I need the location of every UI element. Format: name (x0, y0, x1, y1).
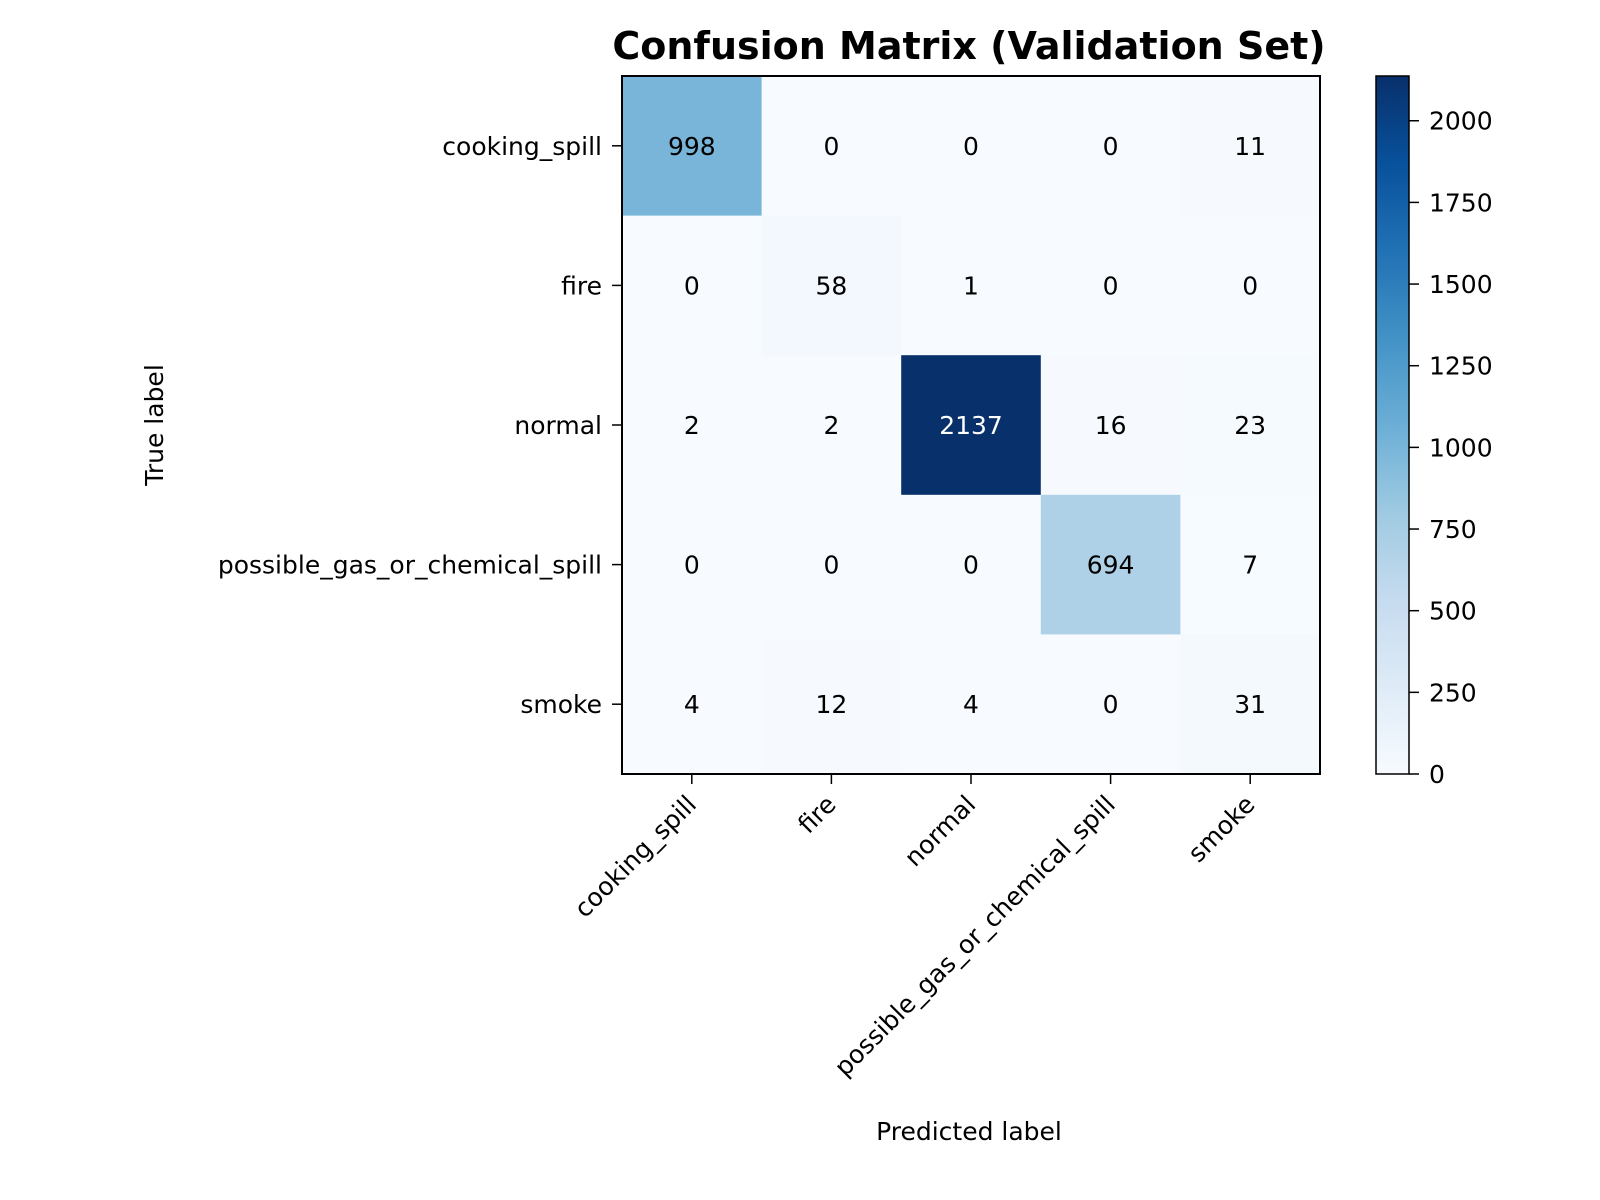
colorbar (1375, 75, 1410, 775)
heatmap-cell (1180, 634, 1321, 775)
heatmap-cell (761, 76, 902, 217)
heatmap-cell (1180, 494, 1321, 635)
cell-value-label: 0 (823, 551, 839, 580)
heatmap-cell (622, 215, 763, 356)
heatmap-cell (901, 355, 1042, 496)
colorbar-tick-label: 500 (1429, 597, 1477, 626)
cell-value-label: 7 (1242, 551, 1258, 580)
heatmap-cell (901, 215, 1042, 356)
y-tick-label: normal (514, 411, 602, 440)
cell-value-label: 0 (823, 132, 839, 161)
colorbar-tick-label: 250 (1429, 678, 1477, 707)
heatmap-cell (622, 494, 763, 635)
cell-value-label: 0 (684, 271, 700, 300)
y-tick-label: cooking_spill (442, 132, 602, 161)
colorbar-tick-label: 0 (1429, 760, 1445, 789)
cell-value-label: 11 (1234, 132, 1266, 161)
cell-value-label: 0 (1242, 271, 1258, 300)
colorbar-tick-label: 1250 (1429, 352, 1493, 381)
heatmap-cell (761, 215, 902, 356)
heatmap-cells: 998 0 0 0 11 0 58 1 0 0 2 2 2137 16 23 0 0 0 694 7 4 12 4 0 31 (622, 76, 1321, 775)
heatmap-cell (622, 355, 763, 496)
x-tick-label: smoke (1182, 790, 1260, 868)
cell-value-label: 16 (1095, 411, 1127, 440)
heatmap-cell (1180, 355, 1321, 496)
x-axis-ticks: cooking_spill fire normalpossible_gas_or_c… (569, 774, 1260, 1082)
heatmap-cell (901, 634, 1042, 775)
cell-value-label: 0 (963, 132, 979, 161)
x-tick-label: fire (792, 790, 841, 839)
cell-value-label: 0 (1103, 132, 1119, 161)
cell-value-label: 694 (1087, 551, 1135, 580)
cell-value-label: 2 (684, 411, 700, 440)
x-axis-label: Predicted label (876, 1117, 1062, 1146)
cell-value-label: 4 (963, 690, 979, 719)
heatmap-cell (1040, 634, 1181, 775)
y-axis-label: True label (140, 364, 169, 487)
cell-value-label: 31 (1234, 690, 1266, 719)
heatmap-cell (1180, 76, 1321, 217)
y-tick-label: possible_gas_or_chemical_spill (218, 551, 602, 580)
x-tick-label: cooking_spill (569, 790, 702, 923)
cell-value-label: 0 (963, 551, 979, 580)
y-tick-label: fire (561, 271, 602, 300)
cell-value-label: 23 (1234, 411, 1266, 440)
heatmap-cell (1040, 494, 1181, 635)
colorbar-tick-label: 1500 (1429, 270, 1493, 299)
chart-title: Confusion Matrix (Validation Set) (612, 24, 1325, 68)
heatmap-cell (761, 634, 902, 775)
cell-value-label: 0 (1103, 271, 1119, 300)
heatmap-cell (1040, 215, 1181, 356)
cell-value-label: 1 (963, 271, 979, 300)
colorbar-tick-label: 1000 (1429, 433, 1493, 462)
cell-value-label: 998 (668, 132, 716, 161)
heatmap-cell (901, 494, 1042, 635)
heatmap-cell (622, 76, 763, 217)
cell-value-label: 12 (815, 690, 847, 719)
cell-value-label: 0 (684, 551, 700, 580)
colorbar-tick-label: 2000 (1429, 107, 1493, 136)
cell-value-label: 58 (815, 271, 847, 300)
colorbar-ticks: 0 250 500 750 1000 1250 1500 1750 2000 (1409, 107, 1493, 789)
x-tick-label: possible_gas_or_chemical_spill (829, 790, 1121, 1082)
heatmap-cell (1180, 215, 1321, 356)
heatmap-cell (1040, 76, 1181, 217)
heatmap-cell (761, 355, 902, 496)
colorbar-tick-label: 750 (1429, 515, 1477, 544)
cell-value-label: 0 (1103, 690, 1119, 719)
heatmap-cell (622, 634, 763, 775)
x-tick-label: normal (899, 790, 981, 872)
heatmap-cell (901, 76, 1042, 217)
y-tick-label: smoke (520, 690, 602, 719)
cell-value-label: 4 (684, 690, 700, 719)
cell-value-label: 2 (823, 411, 839, 440)
heatmap-cell (761, 494, 902, 635)
cell-value-label: 2137 (939, 411, 1003, 440)
colorbar-tick-label: 1750 (1429, 188, 1493, 217)
heatmap-cell (1040, 355, 1181, 496)
